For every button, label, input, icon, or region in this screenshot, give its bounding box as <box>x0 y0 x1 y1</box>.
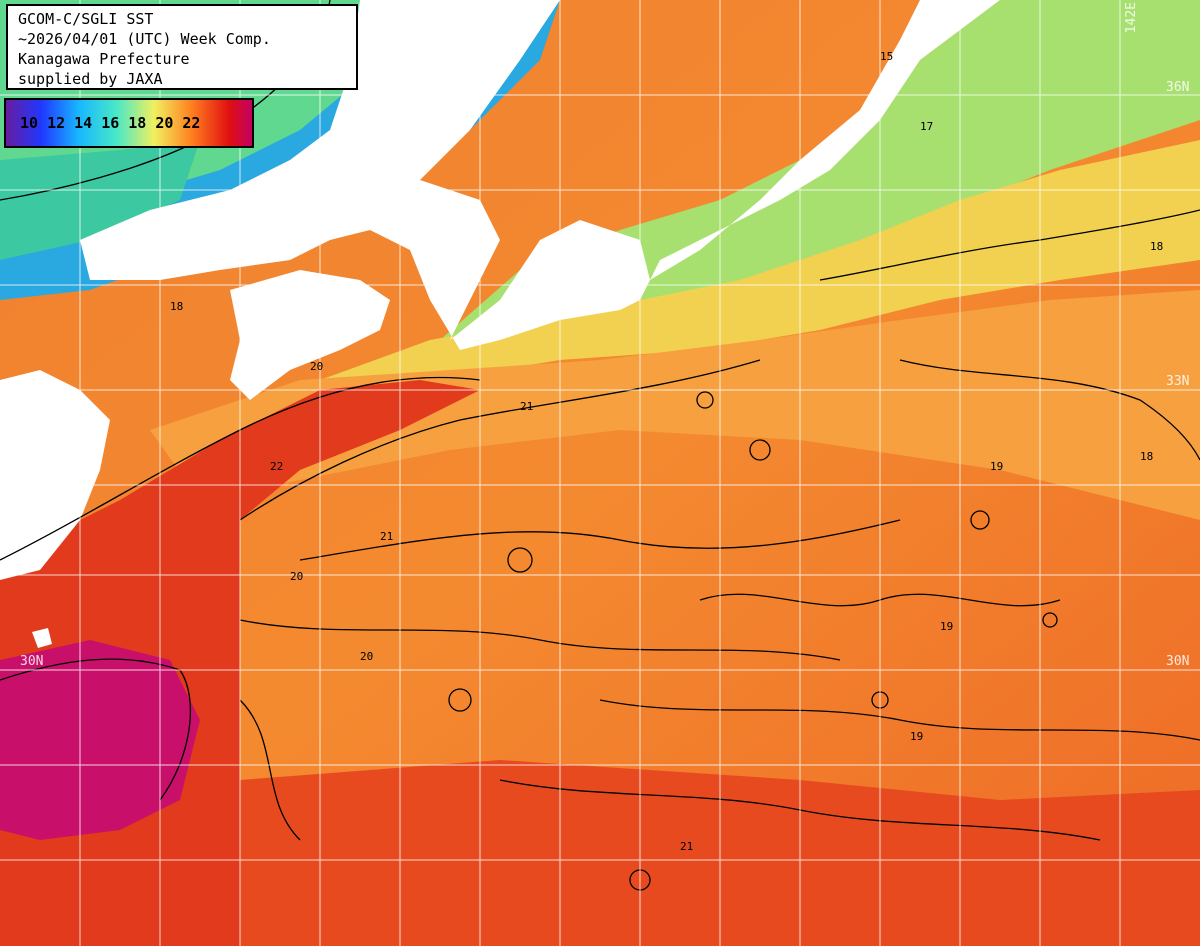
contour-label: 19 <box>940 620 953 633</box>
colorbar-label: 20 <box>155 114 174 132</box>
colorbar-label: 12 <box>47 114 66 132</box>
very-hot-patch <box>0 640 200 840</box>
contour-number-labels: 15 17 18 18 19 19 20 20 20 21 21 21 22 1… <box>170 50 1163 853</box>
title-line-1: GCOM-C/SGLI SST <box>18 10 154 28</box>
lat-label-30n-right: 30N <box>1166 654 1190 669</box>
contour-label: 18 <box>170 300 183 313</box>
shikoku-land <box>230 270 390 400</box>
lat-label-36n: 36N <box>1166 80 1190 95</box>
title-line-2: ~2026/04/01 (UTC) Week Comp. <box>18 30 271 48</box>
contour-label: 17 <box>920 120 933 133</box>
small-island <box>32 628 52 648</box>
lon-label-142e: 142E <box>1124 2 1139 34</box>
kyushu-land <box>0 370 110 580</box>
contour-label: 20 <box>290 570 303 583</box>
colorbar-label: 18 <box>128 114 147 132</box>
contour-label: 18 <box>1140 450 1153 463</box>
colorbar-gradient <box>4 98 254 148</box>
honshu-land <box>80 0 1000 350</box>
lon-label-136e: 136E <box>484 2 499 34</box>
title-line-4: supplied by JAXA <box>18 70 163 88</box>
contour-label: 15 <box>880 50 893 63</box>
contour-label: 19 <box>910 730 923 743</box>
kuroshio-warm-band <box>150 290 1200 520</box>
lat-label-33n: 33N <box>1166 374 1190 389</box>
contour-label: 21 <box>380 530 393 543</box>
contour-label: 21 <box>520 400 533 413</box>
colorbar-label: 10 <box>20 114 39 132</box>
cool-sea-region-2 <box>0 140 200 260</box>
colorbar: 10 12 14 16 18 20 22 <box>4 98 254 148</box>
contour-label: 19 <box>990 460 1003 473</box>
title-line-3: Kanagawa Prefecture <box>18 50 190 68</box>
contour-label: 20 <box>360 650 373 663</box>
contour-label: 20 <box>310 360 323 373</box>
contour-label: 22 <box>270 460 283 473</box>
contour-label: 21 <box>680 840 693 853</box>
colorbar-label: 22 <box>182 114 201 132</box>
lat-label-30n-left: 30N <box>20 654 44 669</box>
colorbar-label: 16 <box>101 114 120 132</box>
title-box: GCOM-C/SGLI SST ~2026/04/01 (UTC) Week C… <box>6 4 358 90</box>
colorbar-label: 14 <box>74 114 93 132</box>
contour-label: 18 <box>1150 240 1163 253</box>
